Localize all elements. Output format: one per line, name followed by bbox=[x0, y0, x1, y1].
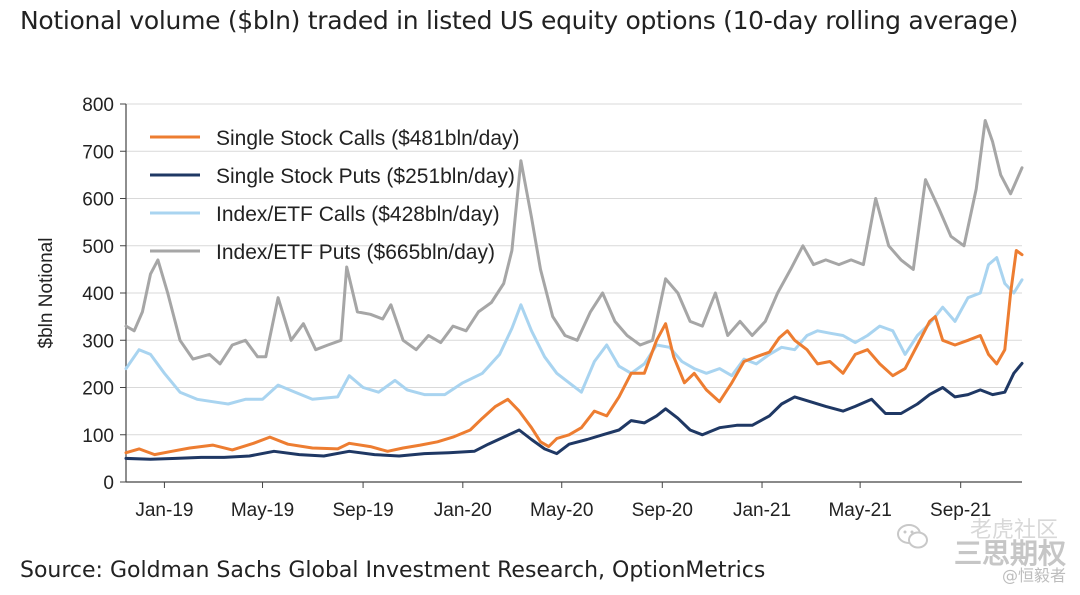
watermark-line-1: 老虎社区 bbox=[969, 518, 1058, 543]
y-tick-label: 700 bbox=[82, 142, 114, 163]
y-tick-label: 0 bbox=[103, 473, 114, 494]
series-line-3 bbox=[124, 256, 1024, 406]
series-line-1 bbox=[124, 249, 1024, 457]
x-tick-label: Sep-21 bbox=[930, 500, 991, 521]
legend-label: Index/ETF Puts ($665bln/day) bbox=[216, 241, 495, 264]
x-tick-label: Jan-21 bbox=[733, 500, 791, 521]
legend: Single Stock Calls ($481bln/day) Single S… bbox=[150, 127, 520, 264]
series-line-4 bbox=[124, 119, 1024, 366]
y-axis-label: $bln Notional bbox=[36, 238, 57, 349]
y-tick-label: 300 bbox=[82, 331, 114, 352]
y-tick-label: 400 bbox=[82, 284, 114, 305]
y-tick-label: 800 bbox=[82, 95, 114, 116]
legend-label: Index/ETF Calls ($428bln/day) bbox=[216, 203, 500, 226]
x-tick-labels: Jan-19 May-19 Sep-19 Jan-20 May-20 Sep-20 Jan-… bbox=[135, 500, 991, 521]
legend-label: Single Stock Calls ($481bln/day) bbox=[216, 127, 520, 150]
x-tick-label: Jan-20 bbox=[434, 500, 492, 521]
x-tick-label: May-20 bbox=[530, 500, 593, 521]
y-tick-label: 600 bbox=[82, 190, 114, 211]
x-tick-label: Sep-20 bbox=[632, 500, 693, 521]
y-tick-labels: 0 100 200 300 400 500 600 700 800 bbox=[82, 95, 114, 494]
axes bbox=[120, 103, 1022, 488]
series-lines bbox=[124, 119, 1024, 461]
y-tick-label: 200 bbox=[82, 379, 114, 400]
watermark-line-2: 三思期权 bbox=[953, 537, 1066, 570]
y-tick-label: 100 bbox=[82, 426, 114, 447]
chart-title: Notional volume ($bln) traded in listed … bbox=[20, 6, 1019, 35]
x-tick-label: Jan-19 bbox=[135, 500, 193, 521]
x-tick-label: May-19 bbox=[231, 500, 294, 521]
x-tick-label: May-21 bbox=[828, 500, 891, 521]
x-tick-label: Sep-19 bbox=[332, 500, 393, 521]
watermark-line-3: @恒毅者 bbox=[1001, 566, 1066, 585]
wechat-icon bbox=[897, 524, 928, 549]
legend-label: Single Stock Puts ($251bln/day) bbox=[216, 165, 515, 188]
series-line-2 bbox=[124, 361, 1024, 461]
source-note: Source: Goldman Sachs Global Investment … bbox=[20, 558, 766, 583]
y-tick-label: 500 bbox=[82, 237, 114, 258]
